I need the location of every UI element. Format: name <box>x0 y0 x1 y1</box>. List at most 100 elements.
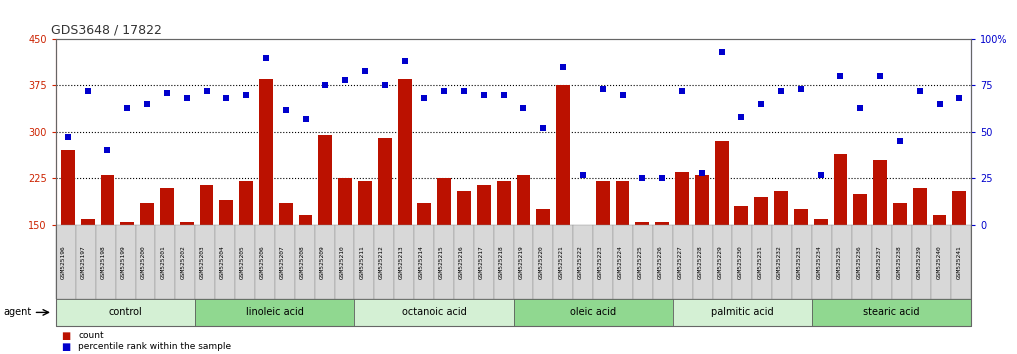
Bar <box>437 178 452 225</box>
Bar <box>874 160 887 225</box>
Text: GSM525233: GSM525233 <box>797 245 802 279</box>
Point <box>416 96 432 101</box>
Point <box>257 55 274 60</box>
Text: GSM525231: GSM525231 <box>758 245 763 279</box>
Text: GSM525211: GSM525211 <box>359 245 364 279</box>
Point <box>456 88 472 94</box>
Point <box>159 90 175 96</box>
Text: agent: agent <box>3 307 32 318</box>
Text: GSM525217: GSM525217 <box>479 245 484 279</box>
Text: GSM525229: GSM525229 <box>718 245 722 279</box>
Bar <box>120 222 134 225</box>
Point <box>337 77 353 82</box>
Text: GSM525232: GSM525232 <box>777 245 782 279</box>
Bar <box>160 188 174 225</box>
Bar <box>378 138 392 225</box>
Point <box>951 96 967 101</box>
Text: GSM525215: GSM525215 <box>439 245 444 279</box>
Text: GSM525223: GSM525223 <box>598 245 603 279</box>
Bar <box>457 191 471 225</box>
Bar <box>517 175 531 225</box>
Text: control: control <box>109 307 142 318</box>
Text: ■: ■ <box>61 331 70 341</box>
Bar <box>180 222 193 225</box>
Bar <box>636 222 649 225</box>
Point <box>100 148 116 153</box>
Text: GSM525208: GSM525208 <box>300 245 305 279</box>
Text: GSM525200: GSM525200 <box>140 245 145 279</box>
Bar <box>655 222 669 225</box>
Bar <box>774 191 788 225</box>
Text: GSM525198: GSM525198 <box>101 245 106 279</box>
Text: GSM525199: GSM525199 <box>121 245 125 279</box>
Bar <box>695 175 709 225</box>
Text: count: count <box>78 331 104 340</box>
Bar <box>893 203 907 225</box>
Text: GSM525237: GSM525237 <box>877 245 882 279</box>
Text: GSM525235: GSM525235 <box>837 245 842 279</box>
Point <box>813 172 829 177</box>
Point <box>654 176 670 181</box>
Bar <box>615 181 630 225</box>
Point <box>179 96 195 101</box>
Text: percentile rank within the sample: percentile rank within the sample <box>78 342 232 352</box>
Point <box>238 92 254 97</box>
Bar <box>853 194 868 225</box>
Text: GSM525230: GSM525230 <box>737 245 742 279</box>
Text: oleic acid: oleic acid <box>571 307 616 318</box>
Text: GSM525214: GSM525214 <box>419 245 424 279</box>
Text: GSM525240: GSM525240 <box>937 245 942 279</box>
Bar <box>715 141 728 225</box>
Point <box>535 125 551 131</box>
Text: GSM525202: GSM525202 <box>180 245 185 279</box>
Text: GSM525241: GSM525241 <box>956 245 961 279</box>
Point <box>297 116 313 122</box>
Text: GSM525209: GSM525209 <box>319 245 324 279</box>
Point <box>872 73 888 79</box>
Point <box>792 86 809 92</box>
Bar <box>339 178 352 225</box>
Point <box>575 172 591 177</box>
Bar <box>496 181 511 225</box>
Bar <box>834 154 847 225</box>
Text: GSM525227: GSM525227 <box>677 245 682 279</box>
Bar <box>279 203 293 225</box>
Bar <box>318 135 333 225</box>
Text: GSM525219: GSM525219 <box>519 245 524 279</box>
Text: palmitic acid: palmitic acid <box>711 307 774 318</box>
Text: GSM525207: GSM525207 <box>280 245 285 279</box>
Point <box>852 105 869 110</box>
Bar <box>952 191 966 225</box>
Bar <box>220 200 233 225</box>
Point <box>754 101 770 107</box>
Point <box>476 92 492 97</box>
Text: GSM525220: GSM525220 <box>538 245 543 279</box>
Point <box>932 101 948 107</box>
Bar <box>61 150 75 225</box>
Text: GSM525239: GSM525239 <box>916 245 921 279</box>
Bar <box>814 218 828 225</box>
Point <box>60 135 76 140</box>
Point <box>357 68 373 73</box>
Text: GSM525222: GSM525222 <box>579 245 583 279</box>
Point <box>79 88 96 94</box>
Text: GSM525206: GSM525206 <box>260 245 264 279</box>
Text: GSM525234: GSM525234 <box>817 245 822 279</box>
Bar <box>358 181 372 225</box>
Text: GSM525203: GSM525203 <box>200 245 205 279</box>
Point <box>219 96 235 101</box>
Point <box>773 88 789 94</box>
Text: GSM525196: GSM525196 <box>61 245 66 279</box>
Point <box>198 88 215 94</box>
Text: GSM525212: GSM525212 <box>379 245 384 279</box>
Text: stearic acid: stearic acid <box>863 307 920 318</box>
Point <box>119 105 135 110</box>
Bar <box>80 218 95 225</box>
Text: GSM525201: GSM525201 <box>161 245 166 279</box>
Text: GSM525236: GSM525236 <box>856 245 861 279</box>
Point <box>495 92 512 97</box>
Bar <box>101 175 114 225</box>
Text: octanoic acid: octanoic acid <box>402 307 467 318</box>
Point <box>317 82 334 88</box>
Text: linoleic acid: linoleic acid <box>246 307 304 318</box>
